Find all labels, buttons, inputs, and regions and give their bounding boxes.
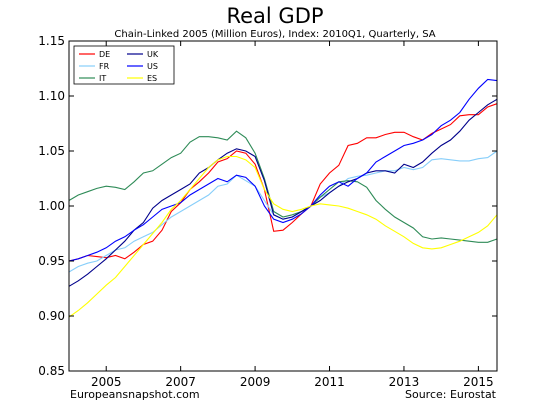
source-right: Source: Eurostat bbox=[404, 388, 496, 401]
legend-label-us: US bbox=[147, 62, 158, 71]
chart-subtitle: Chain-Linked 2005 (Million Euros), Index… bbox=[114, 29, 436, 40]
y-tick-label: 1.00 bbox=[38, 199, 65, 213]
series-line-it bbox=[68, 130, 498, 243]
series-line-uk bbox=[68, 98, 498, 287]
x-tick-label: 2009 bbox=[240, 375, 271, 389]
source-left: Europeansnapshot.com bbox=[70, 388, 200, 401]
x-tick-label: 2005 bbox=[91, 375, 122, 389]
legend-label-es: ES bbox=[147, 74, 157, 83]
y-tick-label: 1.05 bbox=[38, 144, 65, 158]
series-line-us bbox=[68, 78, 498, 262]
series-line-fr bbox=[68, 150, 498, 273]
x-tick-label: 2015 bbox=[463, 375, 494, 389]
legend: DE FR IT UK US ES bbox=[73, 45, 175, 85]
x-tick-label: 2007 bbox=[165, 375, 196, 389]
legend-label-uk: UK bbox=[147, 50, 159, 59]
x-tick-label: 2013 bbox=[389, 375, 420, 389]
legend-label-de: DE bbox=[99, 50, 110, 59]
legend-label-fr: FR bbox=[99, 62, 110, 71]
legend-label-it: IT bbox=[99, 74, 106, 83]
y-tick-label: 0.90 bbox=[38, 309, 65, 323]
y-tick-label: 0.85 bbox=[38, 364, 65, 378]
x-tick-label: 2011 bbox=[314, 375, 345, 389]
y-tick-label: 1.10 bbox=[38, 89, 65, 103]
y-tick-label: 0.95 bbox=[38, 254, 65, 268]
plot-frame bbox=[68, 40, 498, 372]
y-tick-label: 1.15 bbox=[38, 34, 65, 48]
series-line-es bbox=[68, 155, 498, 318]
chart-title: Real GDP bbox=[226, 4, 324, 28]
